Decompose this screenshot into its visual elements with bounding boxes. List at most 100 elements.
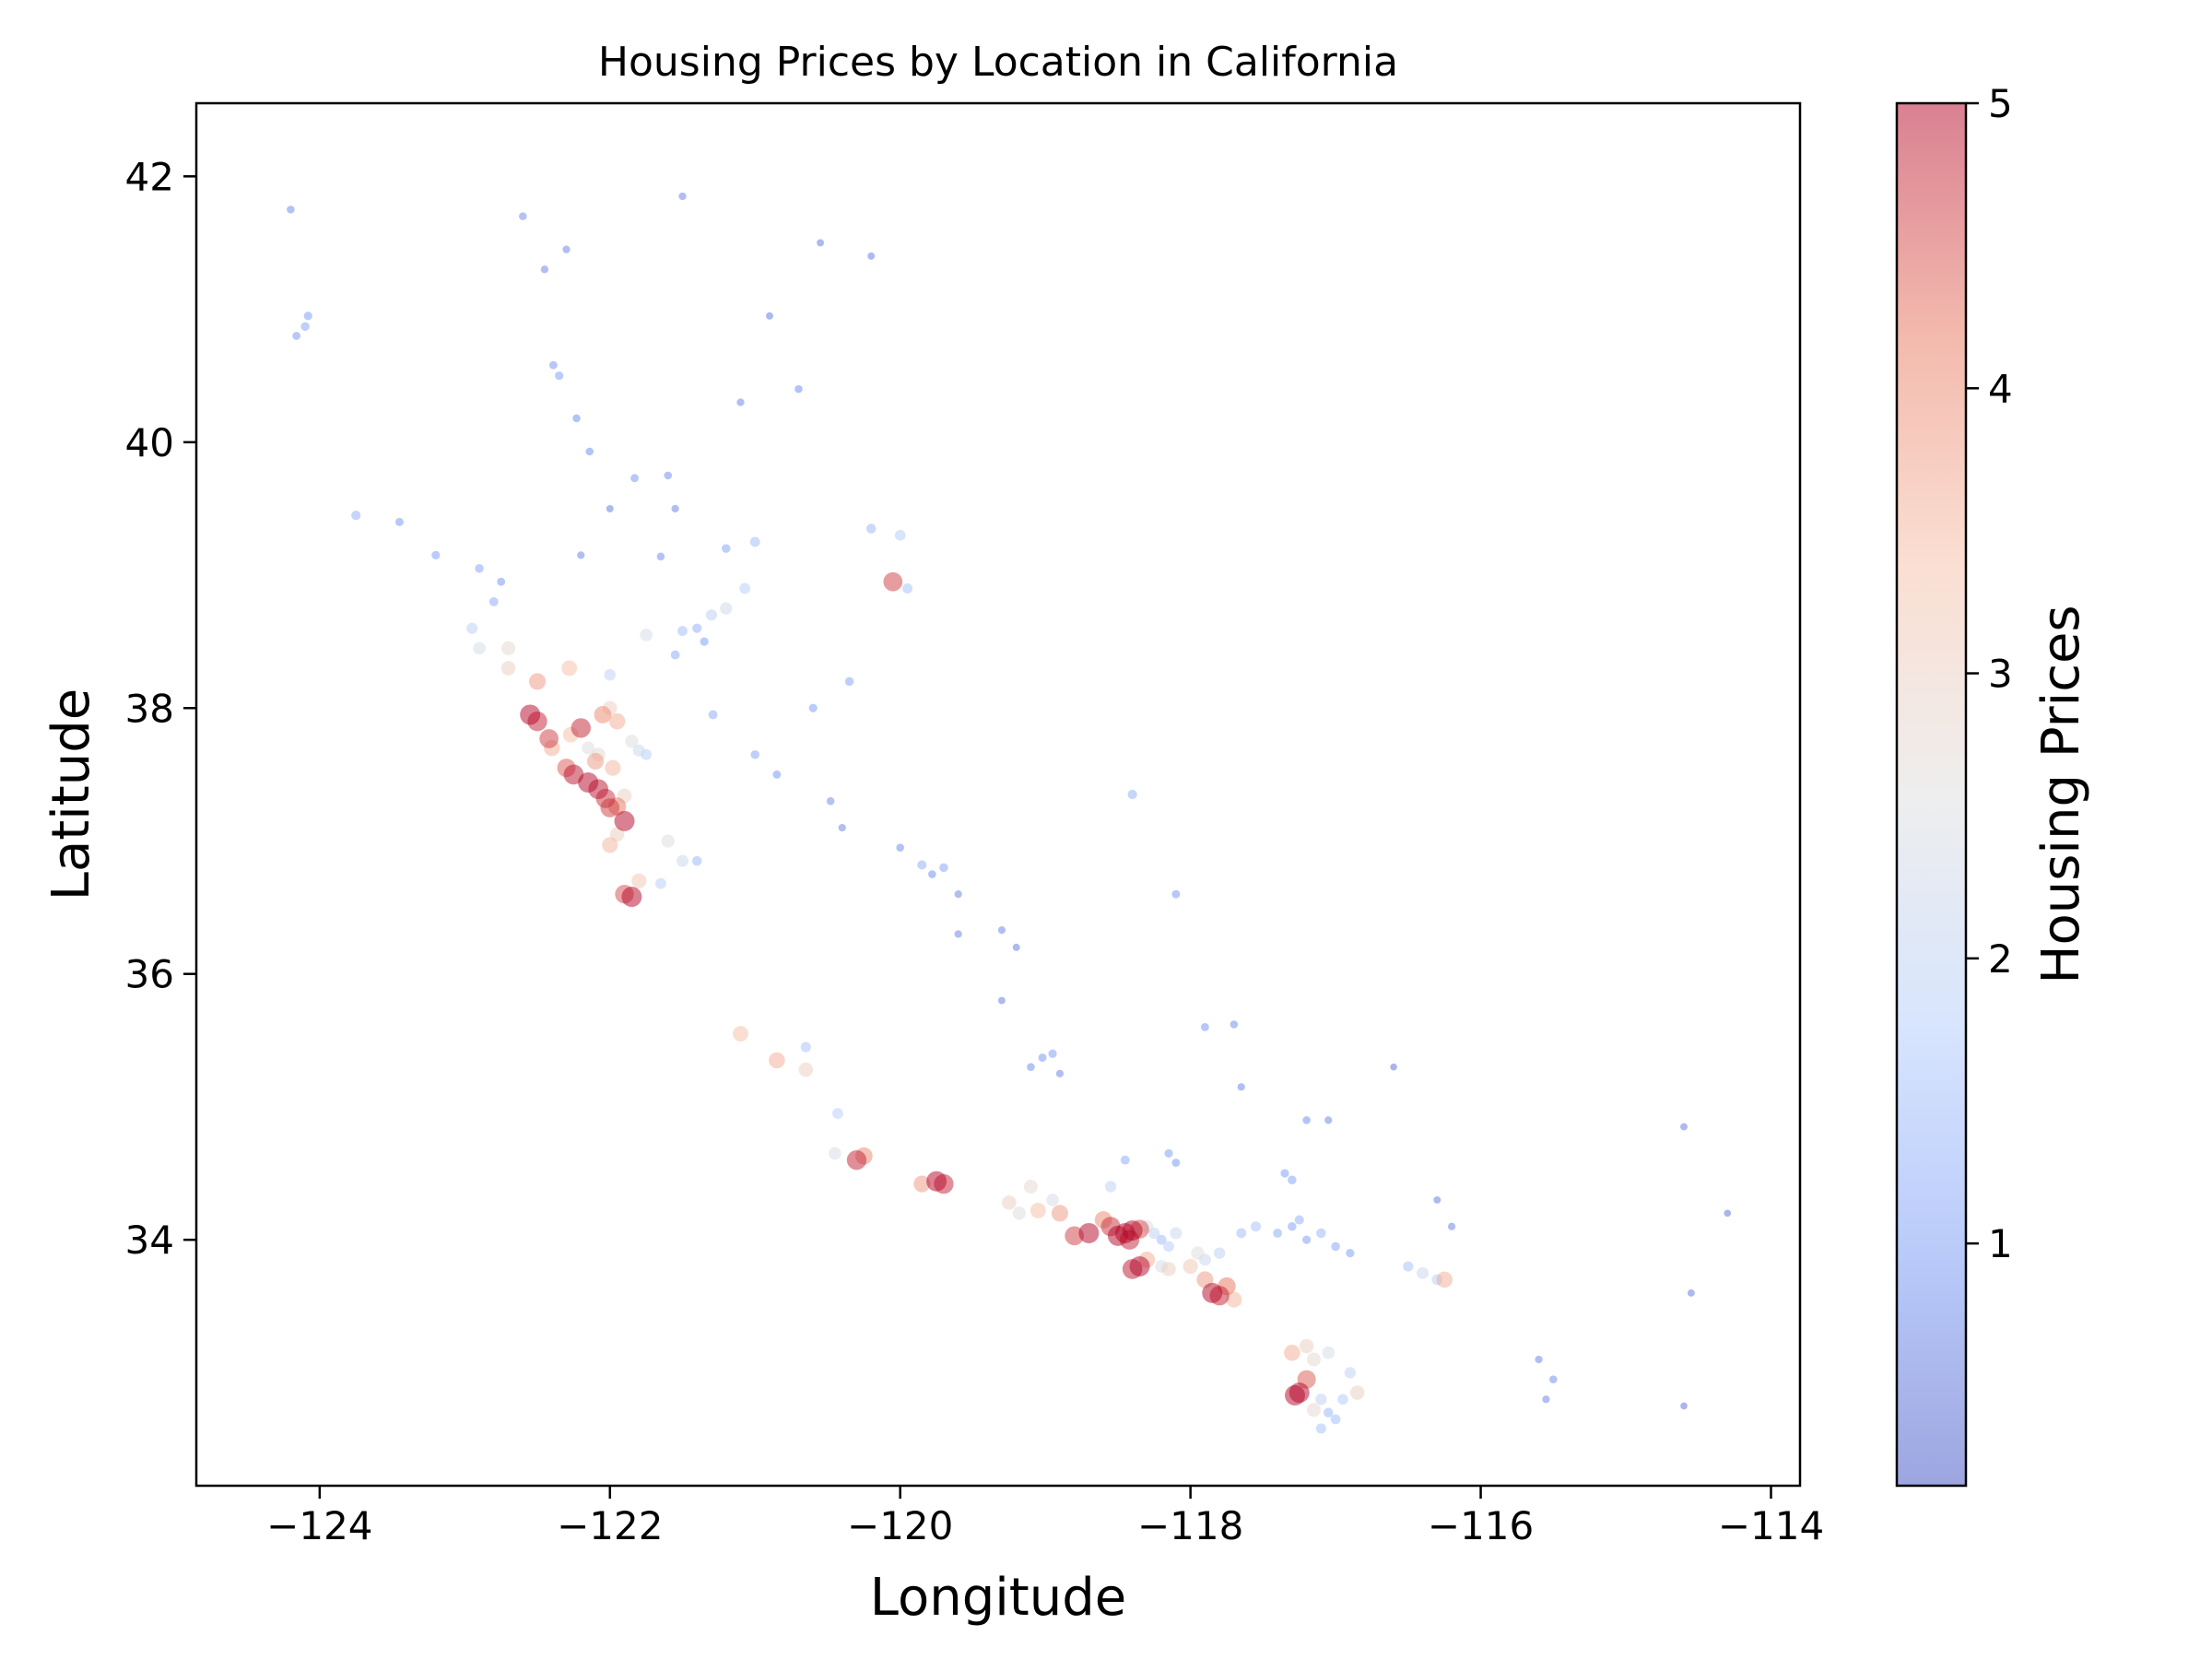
data-point <box>625 735 639 748</box>
data-point <box>846 1149 867 1171</box>
data-point <box>1023 1180 1038 1194</box>
data-point <box>1549 1375 1558 1383</box>
data-point <box>838 823 846 832</box>
data-point <box>292 331 301 340</box>
chart-title: Housing Prices by Location in California <box>598 39 1398 86</box>
colorbar-tick-label: 5 <box>1988 81 2013 126</box>
data-point <box>1331 1241 1340 1252</box>
data-point <box>832 1108 843 1120</box>
data-point <box>540 265 549 274</box>
data-point <box>676 854 689 867</box>
data-point <box>1226 1291 1242 1308</box>
data-point <box>1048 1049 1057 1058</box>
data-point <box>571 718 591 738</box>
data-point <box>1390 1063 1397 1071</box>
data-point <box>1182 1258 1198 1275</box>
data-point <box>670 650 680 660</box>
data-point <box>736 398 745 406</box>
data-point <box>997 996 1006 1005</box>
x-tick-label: −122 <box>557 1503 663 1548</box>
x-tick-label: −114 <box>1718 1503 1824 1548</box>
x-tick-label: −118 <box>1137 1503 1243 1548</box>
data-point <box>661 834 675 848</box>
y-tick-label: 34 <box>125 1218 174 1263</box>
data-point <box>1299 1338 1314 1354</box>
data-point <box>1156 1234 1167 1245</box>
data-point <box>604 668 616 681</box>
data-point <box>917 860 927 870</box>
data-point <box>1403 1261 1414 1272</box>
data-point <box>1285 1384 1306 1406</box>
data-point <box>826 796 835 806</box>
data-point <box>1012 943 1020 951</box>
data-point <box>1433 1195 1441 1204</box>
y-tick-label: 38 <box>125 686 174 731</box>
data-point <box>692 855 702 866</box>
data-point <box>749 536 760 547</box>
data-point <box>772 770 782 779</box>
data-point <box>954 930 962 938</box>
data-point <box>1346 1248 1355 1258</box>
data-point <box>678 192 687 201</box>
y-tick-label: 36 <box>125 952 174 997</box>
x-axis-label: Longitude <box>870 1568 1127 1628</box>
data-point <box>800 1041 811 1053</box>
data-point <box>896 843 904 852</box>
data-point <box>578 772 599 794</box>
data-point <box>798 1062 814 1077</box>
data-point <box>1171 889 1181 899</box>
data-point <box>1230 1020 1239 1029</box>
data-point <box>1284 1345 1300 1361</box>
data-point <box>664 471 673 480</box>
data-point <box>844 677 854 687</box>
data-point <box>577 551 585 559</box>
data-point <box>621 887 642 908</box>
data-point <box>1129 1256 1150 1277</box>
data-point <box>351 511 361 521</box>
data-point <box>1294 1215 1304 1225</box>
data-point <box>632 744 645 757</box>
data-point <box>1724 1209 1732 1218</box>
data-point <box>631 873 647 888</box>
y-tick-label: 42 <box>125 154 174 199</box>
data-point <box>928 870 936 878</box>
data-point <box>1307 1352 1321 1367</box>
data-point <box>692 623 702 633</box>
data-point <box>614 810 635 831</box>
data-point <box>1436 1271 1453 1288</box>
data-point <box>1171 1159 1181 1167</box>
data-point <box>1535 1355 1543 1364</box>
data-point <box>520 704 541 725</box>
y-axis-ticks: 34 36 38 40 42 <box>125 154 196 1263</box>
data-point <box>902 582 913 594</box>
data-point <box>1542 1395 1550 1404</box>
data-point <box>794 384 803 394</box>
data-point <box>1337 1394 1348 1405</box>
colorbar <box>1895 101 1968 1488</box>
data-point <box>894 529 906 541</box>
data-point <box>582 741 595 755</box>
scatter-points <box>287 192 1732 1434</box>
data-point <box>1200 1022 1209 1031</box>
data-point <box>865 524 877 534</box>
data-point <box>1344 1367 1357 1379</box>
data-point <box>1213 1247 1226 1259</box>
data-point <box>1127 789 1137 800</box>
data-point <box>1236 1228 1247 1239</box>
data-point <box>1202 1282 1223 1303</box>
data-point <box>640 629 653 641</box>
data-point <box>677 626 688 636</box>
data-point <box>1280 1169 1289 1178</box>
data-point <box>1322 1346 1335 1359</box>
x-tick-label: −124 <box>266 1503 372 1548</box>
data-point <box>1330 1414 1341 1425</box>
data-point <box>867 252 876 260</box>
colorbar-tick-label: 1 <box>1988 1221 2013 1266</box>
x-tick-label: −120 <box>847 1503 953 1548</box>
data-point <box>739 582 751 594</box>
data-point <box>303 312 312 321</box>
data-point <box>1104 1181 1117 1193</box>
data-point <box>705 609 718 621</box>
data-point <box>1051 1205 1069 1222</box>
